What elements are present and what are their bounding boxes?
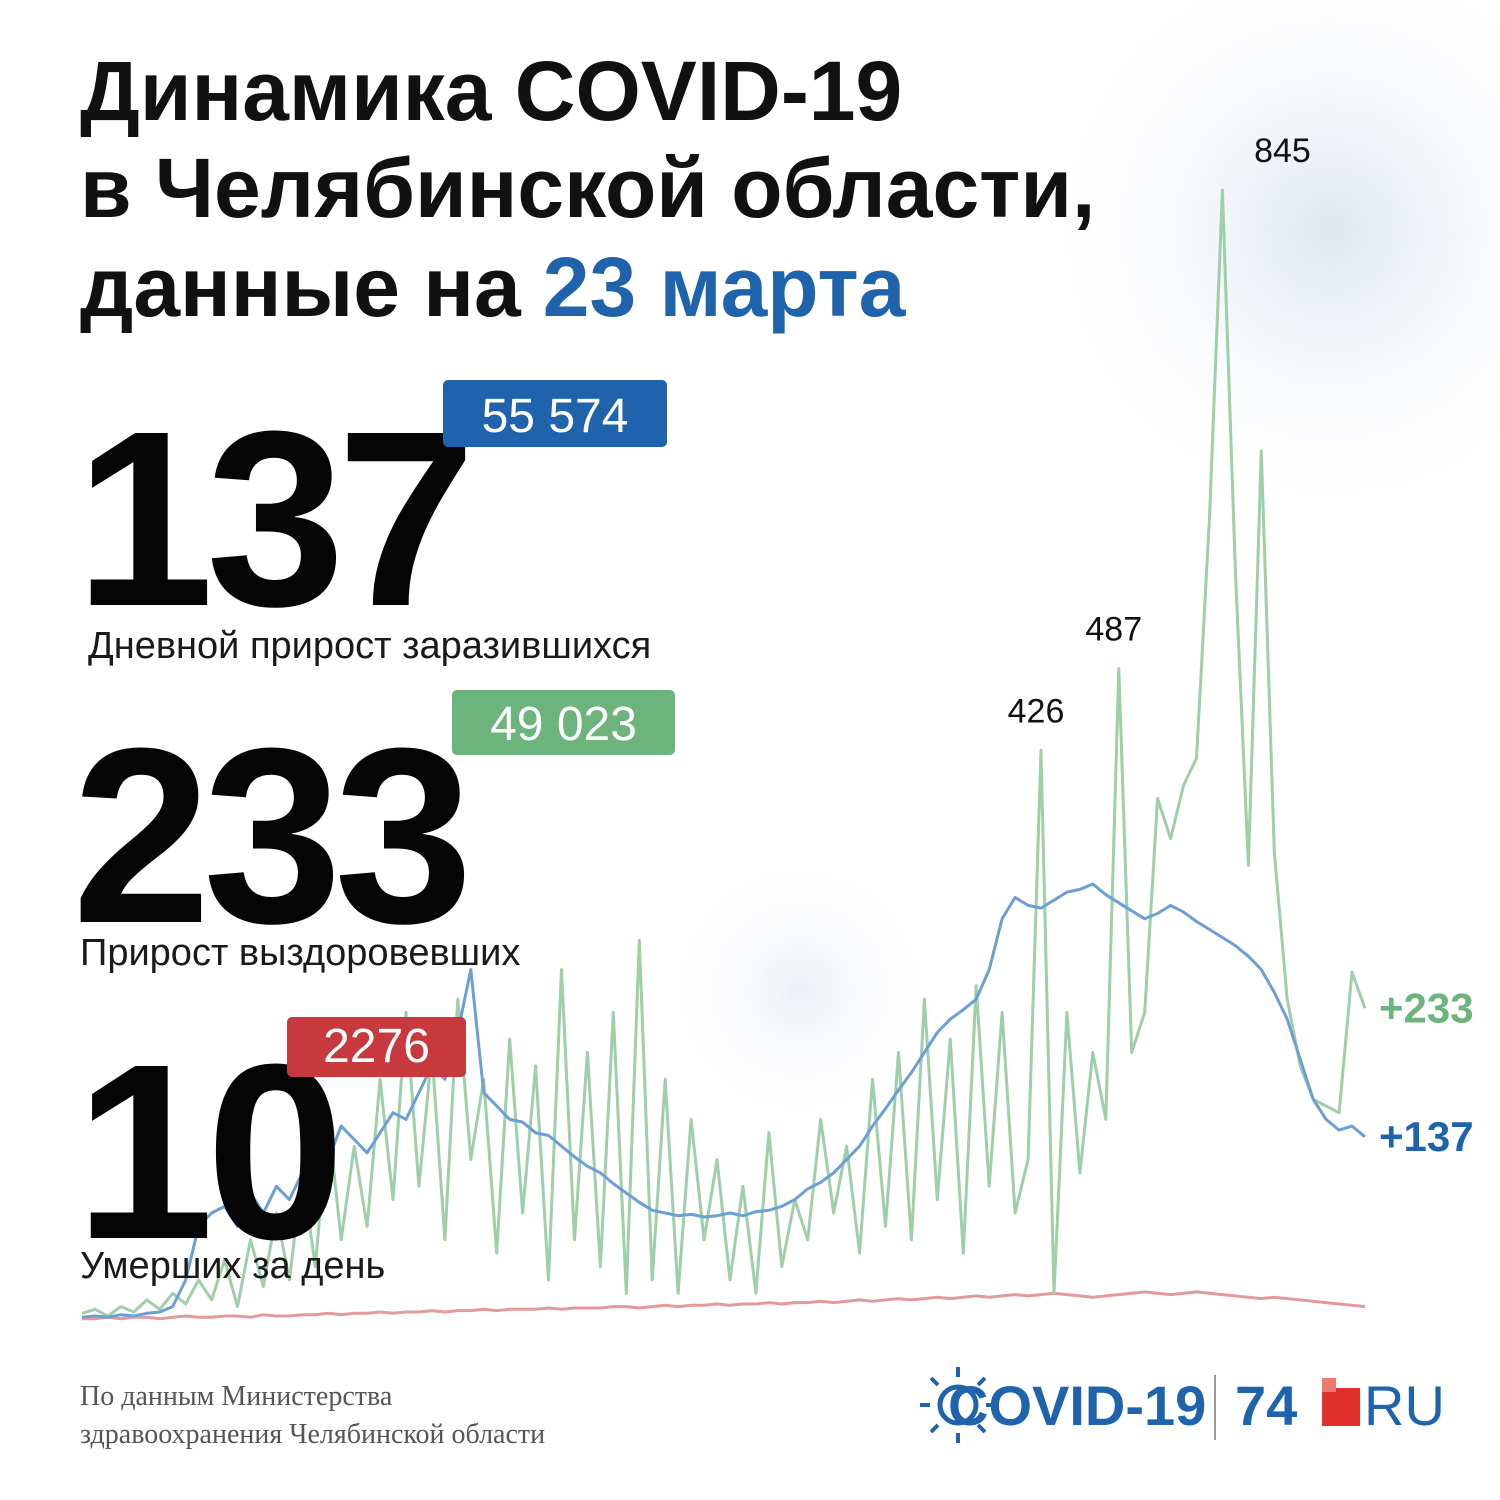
source-line: здравоохранения Челябинской области — [80, 1419, 545, 1450]
stat-total: 49 023 — [490, 698, 637, 751]
stat-caption: Умерших за день — [80, 1245, 385, 1287]
series-line — [81, 882, 1366, 1319]
logo: COVID-19 74 RU — [920, 1367, 1445, 1443]
title-line: данные на 23 марта — [80, 240, 907, 334]
virus-decoration — [1030, 0, 1500, 530]
stat-value: 137 — [75, 379, 468, 658]
value-label: 845 — [1254, 132, 1311, 170]
series-line — [82, 1290, 1366, 1321]
logo-icon — [920, 1367, 996, 1443]
stat-caption: Прирост выздоровевших — [80, 932, 520, 974]
logo-domain: RU — [1364, 1374, 1445, 1437]
stat-value: 233 — [72, 696, 465, 975]
logo-square — [1322, 1378, 1336, 1392]
value-label: +137 — [1379, 1113, 1474, 1160]
virus-decoration — [660, 850, 940, 1130]
value-label: 426 — [1008, 692, 1065, 730]
logo-covid: COVID-19 — [948, 1374, 1206, 1437]
logo-square — [1322, 1388, 1360, 1426]
value-label: +233 — [1379, 984, 1474, 1031]
value-label: 487 — [1085, 611, 1142, 649]
logo-number: 74 — [1235, 1374, 1297, 1437]
stat-total: 2276 — [323, 1020, 430, 1073]
title-line: Динамика COVID-19 — [80, 44, 902, 138]
title-line: в Челябинской области, — [80, 141, 1095, 235]
source-line: По данным Министерства — [80, 1381, 393, 1412]
series-line — [81, 188, 1367, 1318]
stat-total-box — [287, 1017, 466, 1077]
chart: 426 487 845 +233 +137 — [81, 132, 1474, 1321]
stat-total-box — [452, 690, 675, 755]
stat-caption: Дневной прирост заразившихся — [88, 625, 651, 667]
title-date: 23 марта — [543, 240, 907, 334]
stat-total-box — [443, 380, 667, 447]
texts: Динамика COVID-19 в Челябинской области,… — [72, 44, 1095, 1450]
logo-icon — [937, 1384, 979, 1426]
stat-total: 55 574 — [482, 390, 629, 443]
title-line: данные на — [80, 240, 522, 334]
